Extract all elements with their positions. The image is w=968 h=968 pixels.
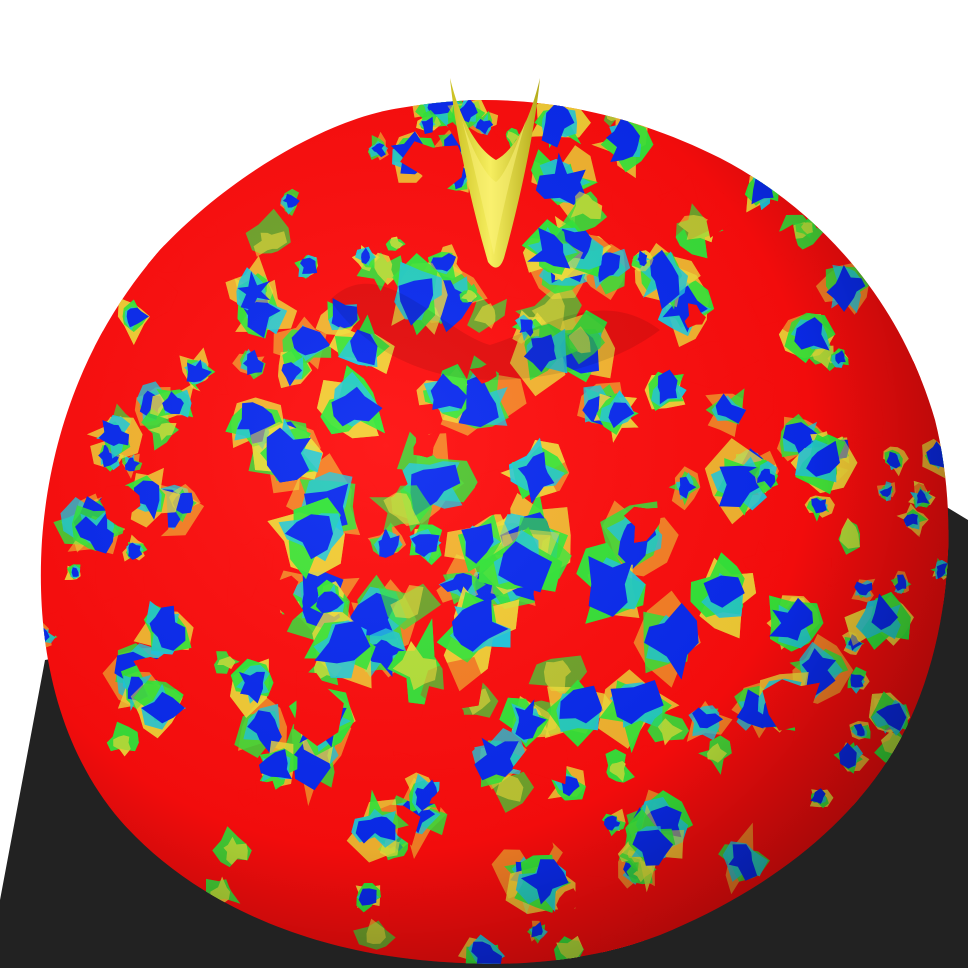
stem: [450, 78, 540, 268]
textured-sphere: [40, 100, 949, 964]
